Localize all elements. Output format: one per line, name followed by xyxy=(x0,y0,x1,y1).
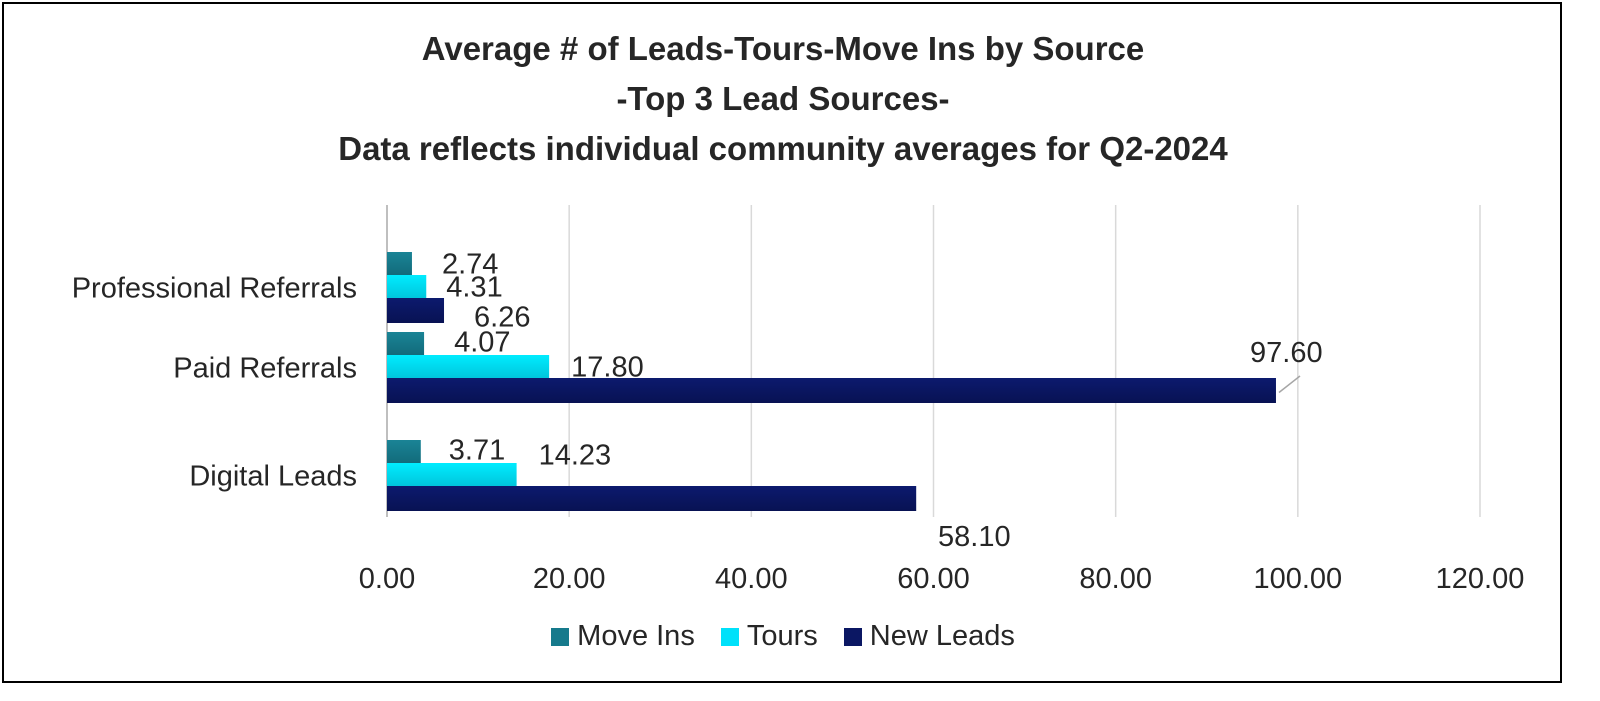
bar-new-leads xyxy=(387,378,1276,403)
bar-move-ins xyxy=(387,440,421,463)
bar-tours xyxy=(387,275,427,298)
category-label: Digital Leads xyxy=(189,461,357,493)
bar-tours xyxy=(387,463,517,486)
data-label: 3.71 xyxy=(449,435,505,467)
chart-frame xyxy=(2,2,1562,683)
data-label: 97.60 xyxy=(1250,337,1323,369)
legend-label: Move Ins xyxy=(577,620,695,652)
data-label: 17.80 xyxy=(571,352,644,384)
leader-line xyxy=(1278,375,1301,394)
data-label: 2.74 xyxy=(442,249,498,281)
data-label: 58.10 xyxy=(938,521,1011,553)
legend-label: New Leads xyxy=(869,620,1015,652)
x-tick-label: 40.00 xyxy=(715,563,788,595)
legend-item-new-leads: New Leads xyxy=(843,620,1015,653)
legend-item-move-ins: Move Ins xyxy=(551,620,695,653)
x-tick-label: 60.00 xyxy=(897,563,970,595)
x-tick-label: 20.00 xyxy=(533,563,606,595)
category-label: Professional Referrals xyxy=(72,273,357,305)
data-label: 6.26 xyxy=(474,302,530,334)
x-tick-label: 120.00 xyxy=(1436,563,1525,595)
x-tick-label: 80.00 xyxy=(1079,563,1152,595)
data-label: 4.07 xyxy=(454,327,510,359)
legend-swatch xyxy=(720,627,739,646)
legend-item-tours: Tours xyxy=(720,620,818,653)
data-label: 14.23 xyxy=(539,440,612,472)
chart-title-line-3: Data reflects individual community avera… xyxy=(338,130,1228,167)
category-label: Paid Referrals xyxy=(173,353,357,385)
x-tick-label: 100.00 xyxy=(1253,563,1342,595)
legend-swatch xyxy=(551,627,570,646)
chart-title-line-1: Average # of Leads-Tours-Move Ins by Sou… xyxy=(421,30,1145,67)
bar-new-leads xyxy=(387,298,445,323)
data-label: 4.31 xyxy=(446,272,502,304)
legend: Move Ins Tours New Leads xyxy=(0,620,1566,653)
legend-swatch xyxy=(843,627,862,646)
x-tick-label: 0.00 xyxy=(359,563,415,595)
legend-label: Tours xyxy=(746,620,818,652)
bar-new-leads xyxy=(387,486,917,511)
bar-tours xyxy=(387,355,550,378)
bar-move-ins xyxy=(387,252,412,275)
bar-move-ins xyxy=(387,332,425,355)
chart-title-line-2: -Top 3 Lead Sources- xyxy=(616,80,950,117)
